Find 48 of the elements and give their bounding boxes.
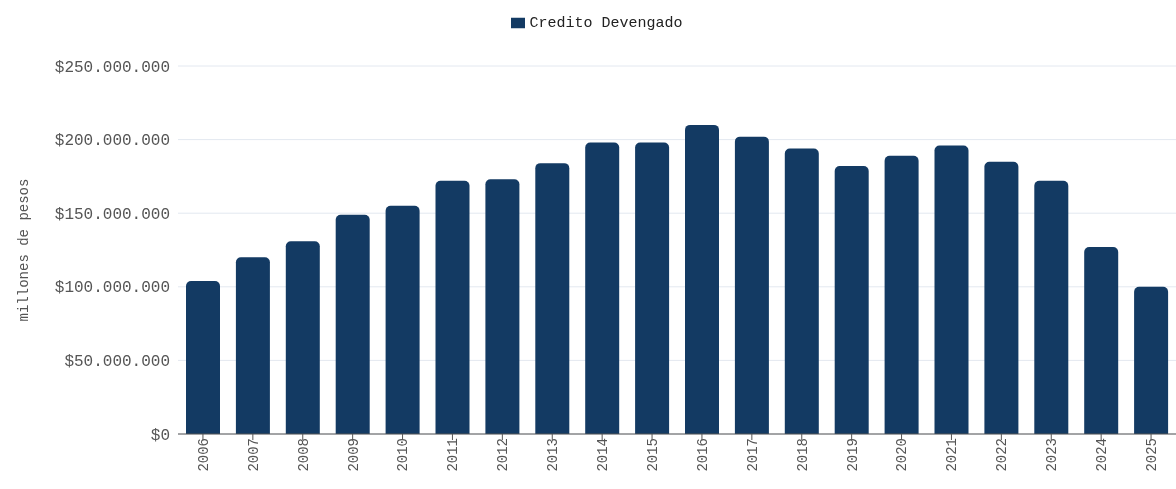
x-tick-label: 2006 — [195, 438, 212, 472]
x-tick-label: 2011 — [445, 438, 462, 472]
bar — [585, 142, 620, 434]
bar — [335, 214, 370, 434]
y-tick-label: $200.000.000 — [54, 132, 170, 151]
bar — [1034, 180, 1069, 434]
bar — [734, 136, 769, 434]
bar — [535, 163, 570, 434]
x-tick-label: 2010 — [395, 438, 412, 472]
bar — [884, 155, 919, 434]
bar — [435, 180, 470, 434]
y-tick-label: $150.000.000 — [54, 205, 170, 224]
x-tick-label: 2007 — [245, 438, 262, 472]
legend-label: Credito Devengado — [529, 15, 683, 32]
y-tick-label: $250.000.000 — [54, 58, 170, 77]
x-tick-label: 2017 — [744, 438, 761, 472]
bar — [485, 179, 520, 434]
bar — [934, 145, 969, 434]
bar — [784, 148, 819, 434]
bar — [235, 257, 270, 434]
x-tick-label: 2014 — [595, 438, 612, 472]
bar — [635, 142, 670, 434]
bar — [385, 205, 420, 434]
x-tick-label: 2013 — [545, 438, 562, 472]
bar — [285, 241, 320, 434]
x-tick-label: 2019 — [844, 438, 861, 472]
y-tick-label: $50.000.000 — [64, 353, 170, 372]
x-tick-label: 2025 — [1143, 438, 1160, 472]
x-tick-label: 2023 — [1044, 438, 1061, 472]
x-tick-label: 2018 — [794, 438, 811, 472]
bar — [834, 166, 869, 434]
x-tick-label: 2009 — [345, 438, 362, 472]
x-tick-label: 2008 — [295, 438, 312, 472]
x-tick-label: 2020 — [894, 438, 911, 472]
x-tick-label: 2021 — [944, 438, 961, 472]
bar — [186, 280, 220, 434]
y-tick-label: $0 — [150, 426, 170, 445]
x-tick-label: 2022 — [994, 438, 1011, 472]
bar — [1134, 286, 1169, 434]
y-axis-title: millones de pesos — [15, 178, 32, 322]
x-tick-label: 2016 — [694, 438, 711, 472]
bar — [984, 161, 1019, 434]
x-tick-label: 2012 — [495, 438, 512, 472]
bar — [685, 124, 719, 434]
y-tick-label: $100.000.000 — [54, 279, 170, 298]
x-tick-label: 2015 — [644, 438, 661, 472]
bar — [1084, 247, 1119, 434]
x-tick-label: 2024 — [1094, 438, 1111, 472]
